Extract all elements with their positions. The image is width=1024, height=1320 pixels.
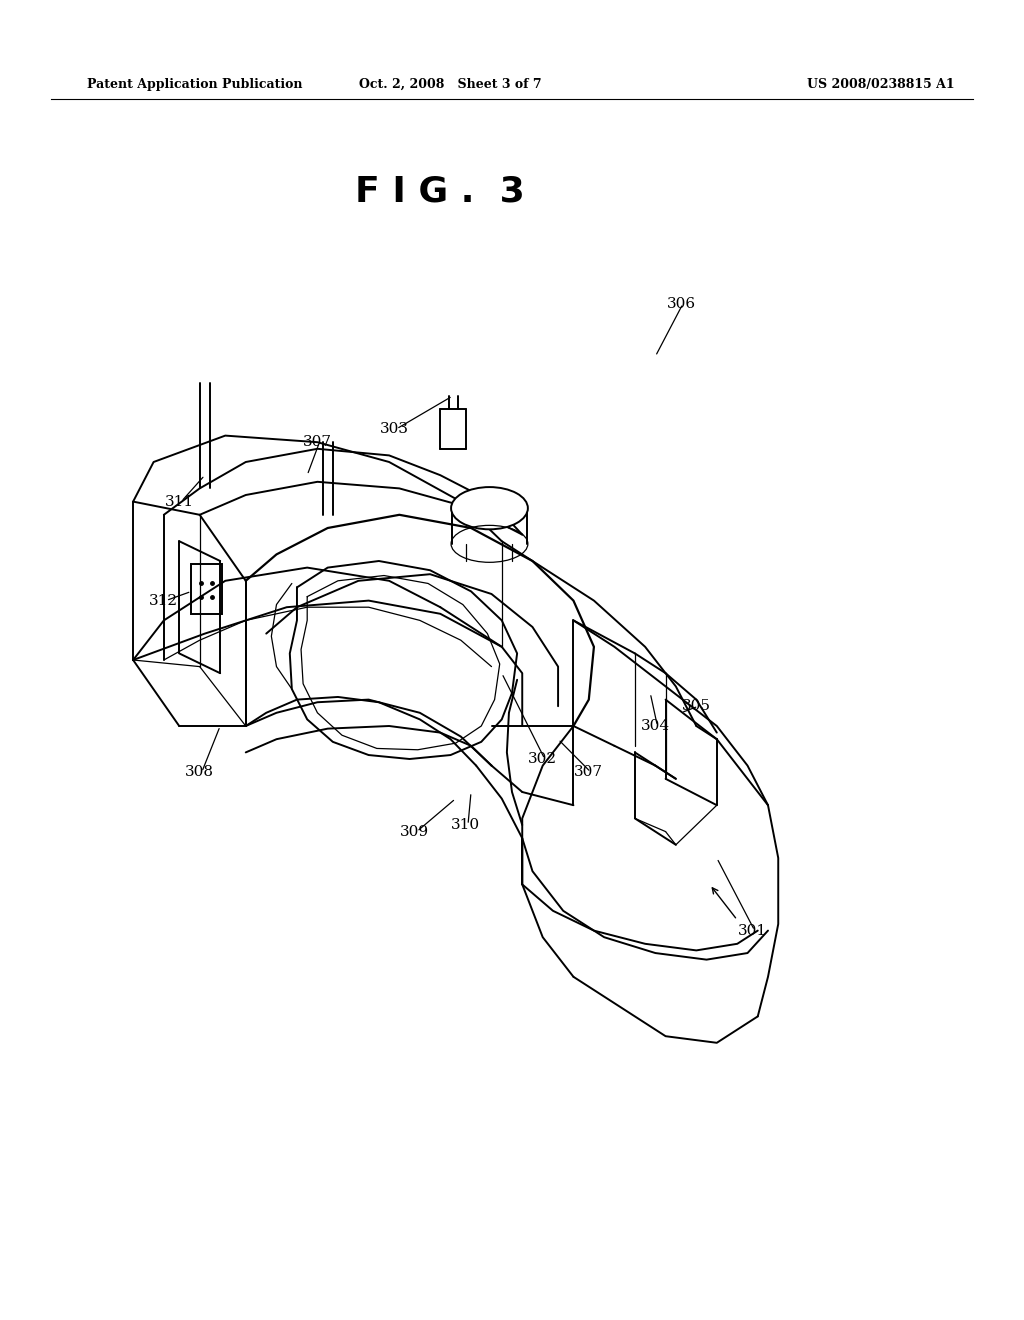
Text: 312: 312 xyxy=(150,594,178,607)
Text: US 2008/0238815 A1: US 2008/0238815 A1 xyxy=(807,78,954,91)
Text: 307: 307 xyxy=(303,436,332,449)
Text: Patent Application Publication: Patent Application Publication xyxy=(87,78,302,91)
Text: 305: 305 xyxy=(682,700,711,713)
Text: 308: 308 xyxy=(185,766,214,779)
Ellipse shape xyxy=(451,487,528,529)
Text: F I G .  3: F I G . 3 xyxy=(355,174,525,209)
Text: 306: 306 xyxy=(667,297,695,310)
Text: 309: 309 xyxy=(400,825,429,838)
Text: 302: 302 xyxy=(528,752,557,766)
Text: 304: 304 xyxy=(641,719,670,733)
Text: 307: 307 xyxy=(574,766,603,779)
Text: 310: 310 xyxy=(452,818,480,832)
Text: Oct. 2, 2008   Sheet 3 of 7: Oct. 2, 2008 Sheet 3 of 7 xyxy=(359,78,542,91)
Text: 301: 301 xyxy=(738,924,767,937)
Text: 303: 303 xyxy=(380,422,409,436)
Text: 311: 311 xyxy=(165,495,194,508)
